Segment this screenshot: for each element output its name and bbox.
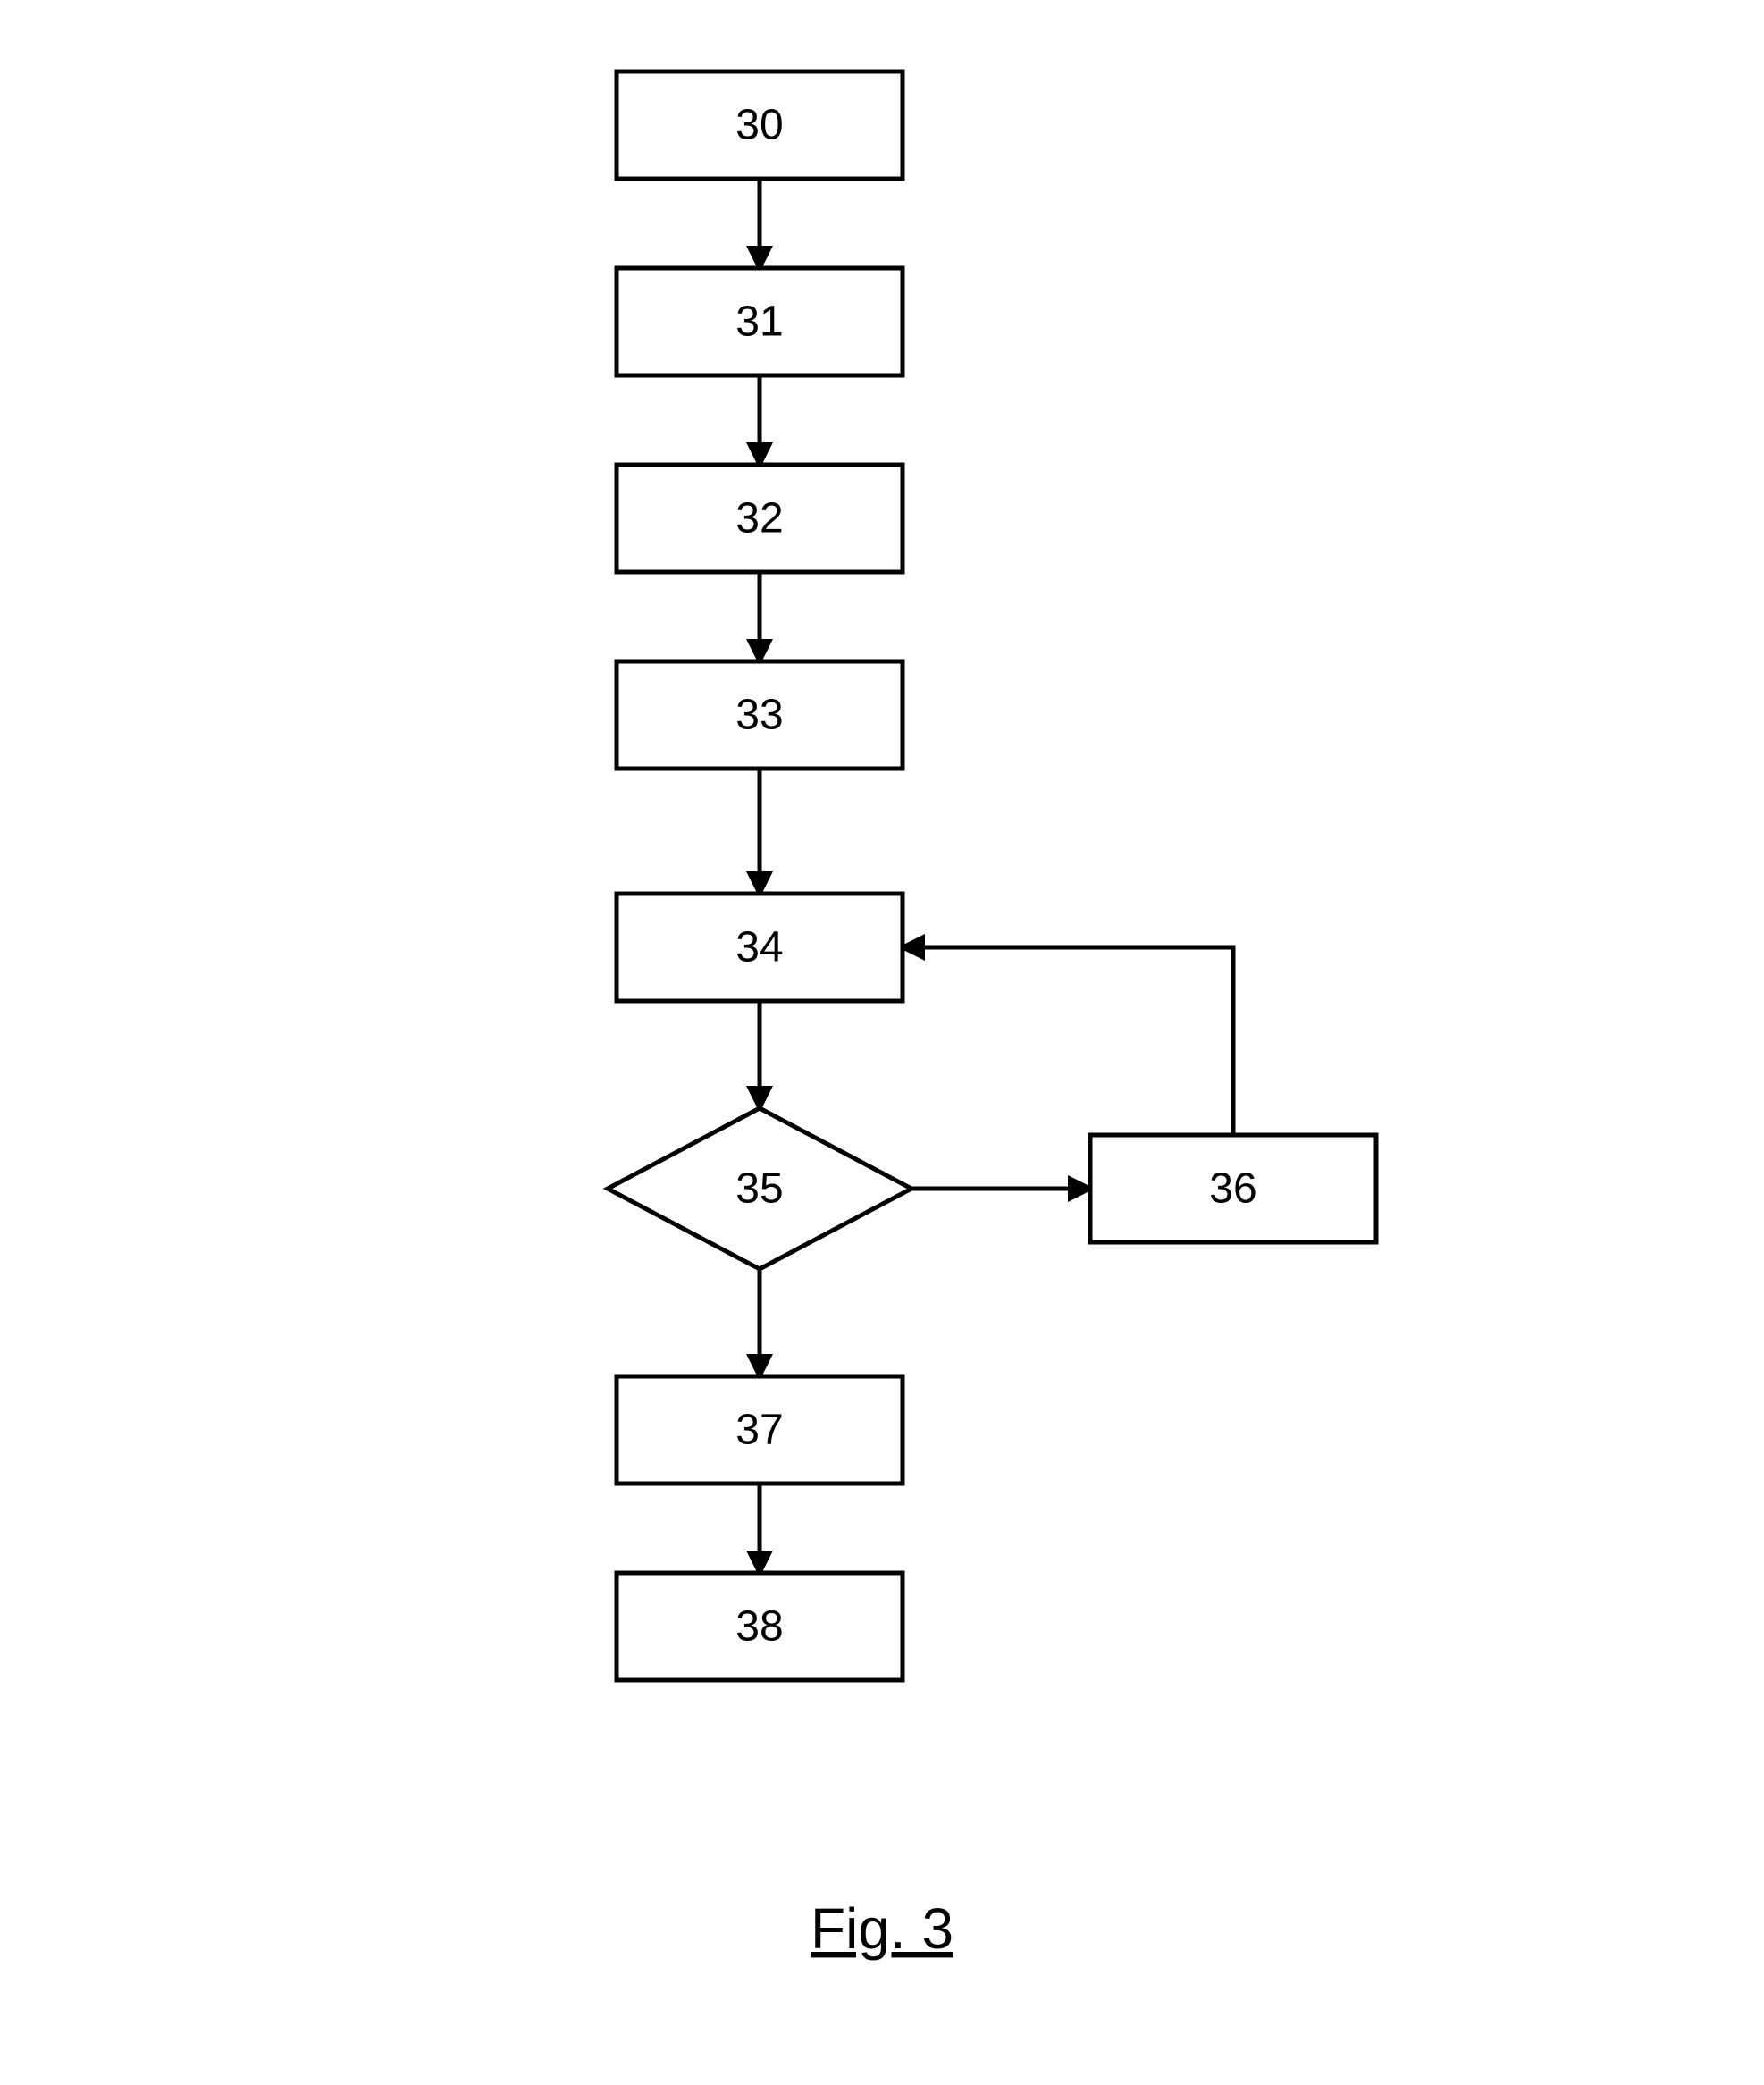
node-n34: 34 xyxy=(617,894,903,1001)
node-label-n35: 35 xyxy=(735,1165,783,1213)
flowchart-svg: 30 31 32 33 34 35 36 37 38 Fig. 3 xyxy=(0,0,1764,2081)
edge-n36-n34 xyxy=(903,947,1233,1135)
node-label-n31: 31 xyxy=(735,298,783,346)
node-n33: 33 xyxy=(617,661,903,769)
node-n36: 36 xyxy=(1090,1135,1376,1242)
node-n37: 37 xyxy=(617,1376,903,1484)
node-label-n33: 33 xyxy=(735,692,783,739)
node-n32: 32 xyxy=(617,465,903,572)
node-n30: 30 xyxy=(617,71,903,179)
node-n35: 35 xyxy=(608,1108,911,1269)
flowchart-container: 30 31 32 33 34 35 36 37 38 Fig. 3 xyxy=(0,0,1764,2085)
node-label-n30: 30 xyxy=(735,102,783,149)
node-label-n32: 32 xyxy=(735,495,783,542)
node-label-n36: 36 xyxy=(1209,1165,1256,1213)
node-label-n34: 34 xyxy=(735,924,783,971)
node-n38: 38 xyxy=(617,1573,903,1680)
node-label-n37: 37 xyxy=(735,1407,783,1454)
figure-caption: Fig. 3 xyxy=(811,1896,953,1961)
node-label-n38: 38 xyxy=(735,1603,783,1651)
node-n31: 31 xyxy=(617,268,903,375)
